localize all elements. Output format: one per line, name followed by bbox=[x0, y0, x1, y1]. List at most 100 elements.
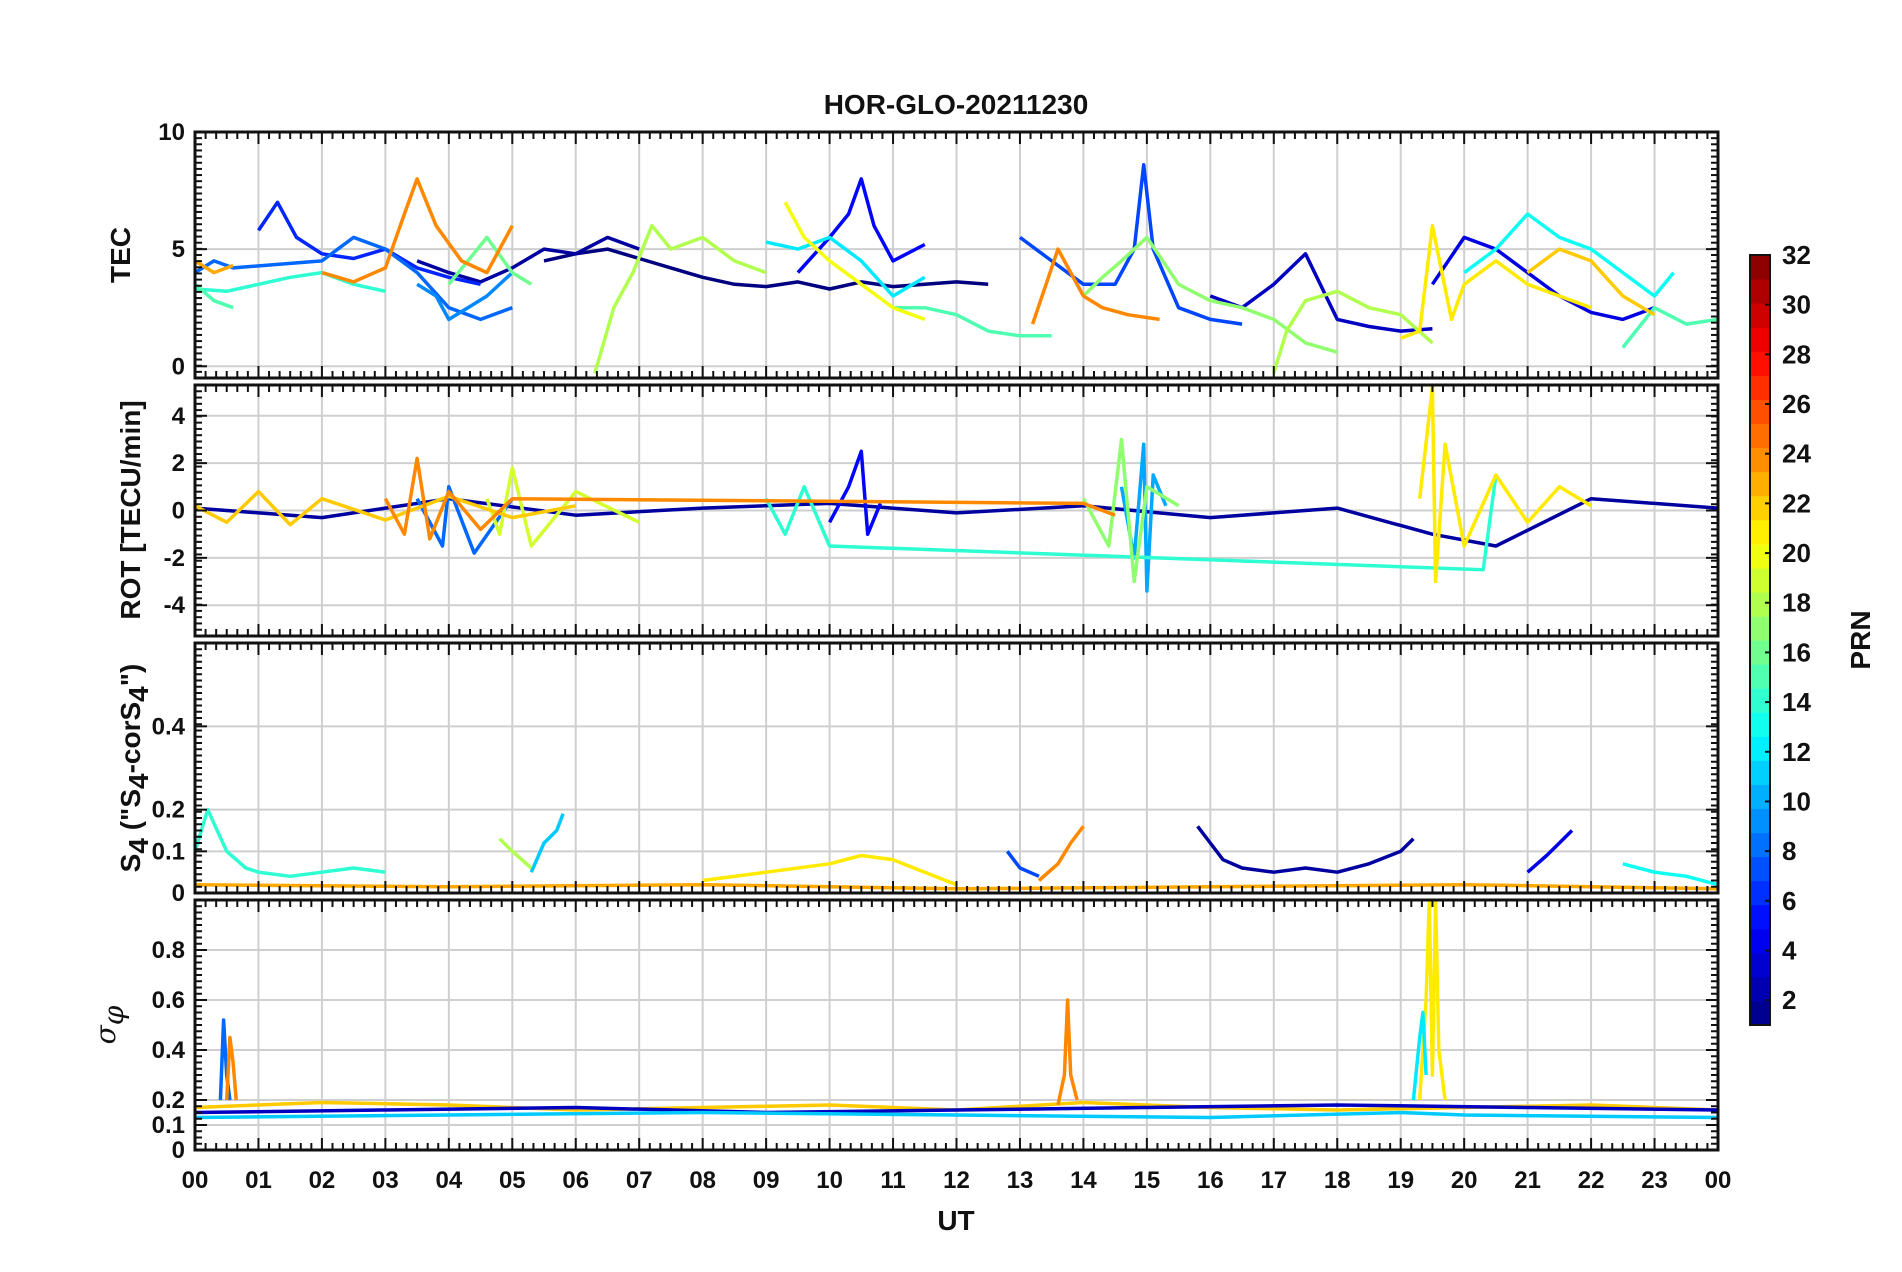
ticks bbox=[194, 384, 1719, 637]
colorbar-segment bbox=[1750, 591, 1770, 617]
series-prn-7 bbox=[1018, 163, 1243, 326]
colorbar-tick-label: 30 bbox=[1782, 290, 1811, 320]
series-prn-19 bbox=[485, 466, 640, 548]
series-prn-22 bbox=[195, 489, 577, 527]
x-tick-label: 02 bbox=[309, 1167, 336, 1194]
series-prn-21 bbox=[1417, 900, 1447, 1101]
x-tick-label: 01 bbox=[245, 1167, 272, 1194]
colorbar-tick-label: 26 bbox=[1782, 389, 1811, 419]
s4-y-label-part: 4 bbox=[123, 686, 154, 702]
series-prn-13 bbox=[1622, 862, 1718, 887]
series-prn-24 bbox=[1030, 247, 1160, 325]
series-prn-7 bbox=[1005, 850, 1040, 878]
s4-y-label-part: -corS bbox=[115, 702, 146, 774]
series-prn-4 bbox=[1430, 235, 1656, 322]
series-prn-16 bbox=[447, 235, 533, 286]
s4-y-label-part: 4 bbox=[123, 773, 154, 789]
x-tick-label: 15 bbox=[1134, 1167, 1161, 1194]
colorbar-segment bbox=[1750, 976, 1770, 1002]
x-tick-label: 07 bbox=[626, 1167, 653, 1194]
series-prn-6 bbox=[257, 200, 481, 287]
y-tick-label: 0 bbox=[172, 498, 185, 525]
colorbar-segment bbox=[1750, 928, 1770, 954]
series-prn-5 bbox=[828, 449, 883, 536]
y-tick-label: -4 bbox=[164, 592, 186, 619]
axes-frame bbox=[193, 641, 1720, 895]
colorbar-segment bbox=[1750, 279, 1770, 304]
colorbar-tick-label: 6 bbox=[1782, 886, 1796, 916]
colorbar-label: PRN bbox=[1845, 610, 1876, 669]
x-tick-label: 03 bbox=[372, 1167, 399, 1194]
series-prn-22 bbox=[1526, 247, 1656, 317]
sigma-y-label-part: σ bbox=[89, 1024, 122, 1044]
x-tick-label: 17 bbox=[1260, 1167, 1287, 1194]
s4-y-label-part: ") bbox=[115, 664, 146, 687]
series-prn-2 bbox=[1196, 825, 1415, 874]
colorbar-tick-label: 14 bbox=[1782, 687, 1811, 717]
colorbar-tick-label: 4 bbox=[1782, 935, 1797, 965]
x-tick-label: 19 bbox=[1387, 1167, 1414, 1194]
colorbar-segment bbox=[1750, 760, 1770, 785]
series-prn-14 bbox=[195, 807, 386, 879]
colorbar-tick-label: 16 bbox=[1782, 637, 1811, 667]
series-prn-24 bbox=[224, 1035, 238, 1101]
y-tick-label: 0.8 bbox=[152, 937, 185, 964]
panel-s4: 0 0.1 0.2 0.4 bbox=[152, 641, 1720, 907]
colorbar-segment bbox=[1750, 471, 1770, 497]
y-tick-label: 0.4 bbox=[152, 1037, 186, 1064]
rot-y-label: ROT [TECU/min] bbox=[115, 400, 146, 619]
colorbar-segment bbox=[1750, 447, 1770, 473]
axes-frame bbox=[193, 898, 1720, 1152]
series-prn-23 bbox=[195, 259, 234, 275]
colorbar-segment bbox=[1750, 327, 1770, 352]
colorbar-segment bbox=[1750, 664, 1770, 689]
colorbar-frame bbox=[1749, 254, 1771, 1026]
colorbar-segment bbox=[1750, 736, 1770, 761]
y-tick-label: 0 bbox=[172, 880, 185, 907]
series-prn-18 bbox=[1272, 289, 1434, 374]
series-prn-24 bbox=[1037, 825, 1085, 882]
colorbar-segment bbox=[1750, 399, 1770, 425]
y-tick-label: 4 bbox=[172, 403, 186, 430]
panel-rot: -4 -2 0 2 4 bbox=[164, 383, 1720, 638]
series-prn-18 bbox=[498, 837, 533, 870]
x-tick-label: 23 bbox=[1641, 1167, 1668, 1194]
y-tick-label: 5 bbox=[172, 236, 185, 263]
colorbar-segment bbox=[1750, 880, 1770, 906]
tec-y-label: TEC bbox=[105, 227, 136, 283]
y-tick-label: 0.6 bbox=[152, 987, 185, 1014]
y-tick-label: 2 bbox=[172, 450, 185, 477]
series-prn-18 bbox=[593, 223, 767, 374]
x-tick-label: 08 bbox=[689, 1167, 716, 1194]
y-tick-label: 0.1 bbox=[152, 1112, 185, 1139]
colorbar-segment bbox=[1750, 519, 1770, 545]
series-prn-12 bbox=[1411, 1010, 1428, 1101]
colorbar-segment bbox=[1750, 688, 1770, 713]
tec-y-label-part: TEC bbox=[105, 227, 136, 283]
series-prn-13 bbox=[1463, 212, 1675, 298]
series-prn-17 bbox=[1081, 437, 1180, 584]
colorbar-segment bbox=[1750, 615, 1770, 641]
x-tick-label: 18 bbox=[1324, 1167, 1351, 1194]
sigma-y-label: σφ bbox=[89, 1005, 130, 1044]
colorbar-tick-label: 10 bbox=[1782, 786, 1811, 816]
colorbar-tick-label: 12 bbox=[1782, 737, 1811, 767]
colorbar-segment bbox=[1750, 712, 1770, 737]
colorbar-tick-label: 32 bbox=[1782, 240, 1811, 270]
colorbar-segment bbox=[1750, 303, 1770, 328]
series-prn-24 bbox=[1056, 998, 1079, 1106]
grid bbox=[195, 643, 1718, 893]
x-tick-label: 10 bbox=[816, 1167, 843, 1194]
series-prn-9 bbox=[416, 271, 514, 322]
y-tick-label: -2 bbox=[164, 545, 185, 572]
x-tick-label: 11 bbox=[880, 1167, 905, 1194]
x-tick-label: 06 bbox=[562, 1167, 589, 1194]
colorbar-segment bbox=[1750, 351, 1770, 376]
x-tick-label: 09 bbox=[753, 1167, 780, 1194]
colorbar-segment bbox=[1750, 784, 1770, 810]
colorbar-segment bbox=[1750, 952, 1770, 978]
colorbar-segment bbox=[1750, 255, 1770, 280]
colorbar-segment bbox=[1750, 423, 1770, 449]
